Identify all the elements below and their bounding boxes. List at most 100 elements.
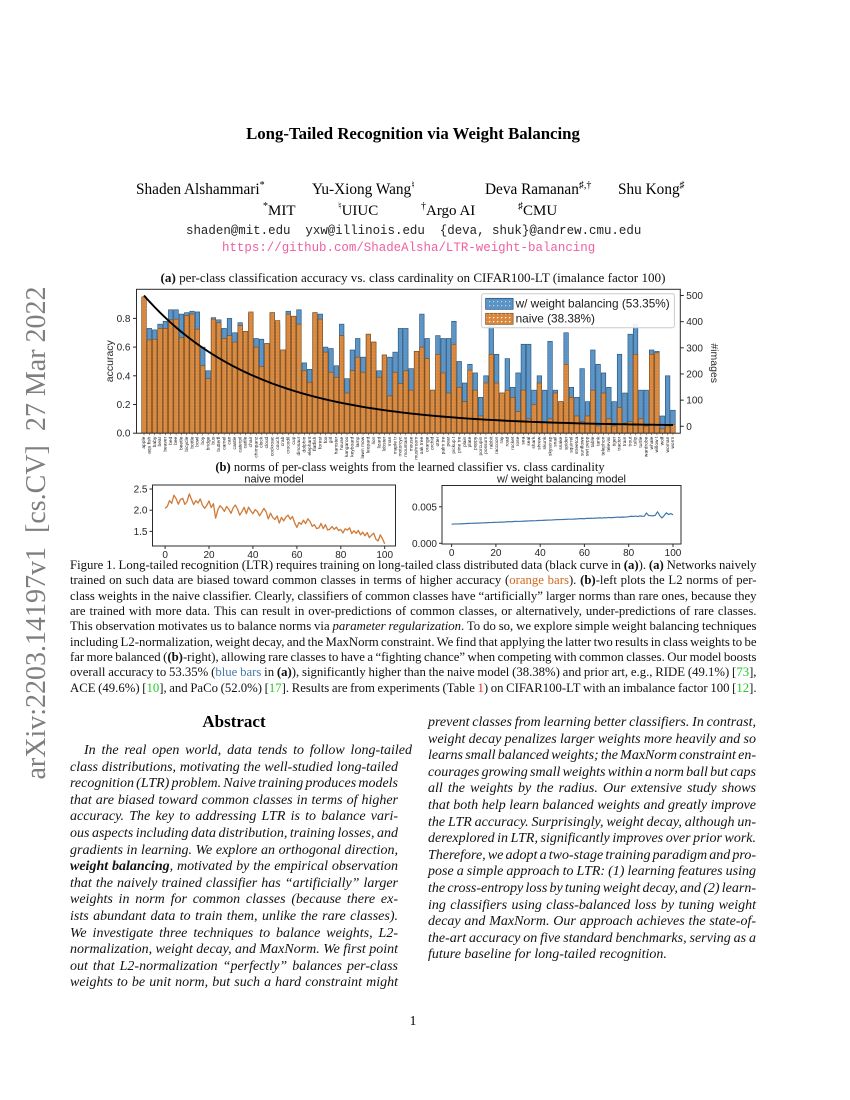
svg-text:rose: rose xyxy=(515,436,521,446)
svg-text:butterfl: butterfl xyxy=(216,437,222,452)
svg-text:accuracy: accuracy xyxy=(104,339,116,382)
svg-text:100: 100 xyxy=(686,396,703,407)
svg-text:tank: tank xyxy=(595,436,601,446)
svg-text:60: 60 xyxy=(579,548,591,559)
svg-text:bicycle: bicycle xyxy=(184,436,190,451)
svg-text:mushroom: mushroom xyxy=(414,437,420,460)
svg-text:0.4: 0.4 xyxy=(117,371,131,382)
svg-text:lizard: lizard xyxy=(376,436,382,448)
svg-text:bear: bear xyxy=(157,436,163,446)
svg-text:sunflowe: sunflowe xyxy=(579,436,585,456)
svg-text:telephon: telephon xyxy=(601,436,607,455)
svg-text:worm: worm xyxy=(670,437,676,449)
svg-text:lobster: lobster xyxy=(382,436,388,451)
svg-text:0.005: 0.005 xyxy=(412,502,437,513)
svg-text:w/ weight balancing (53.35%): w/ weight balancing (53.35%) xyxy=(515,296,670,310)
svg-text:mountain: mountain xyxy=(403,436,409,456)
svg-text:bottle: bottle xyxy=(189,436,195,448)
svg-text:beetle: beetle xyxy=(179,436,185,450)
svg-text:20: 20 xyxy=(490,548,502,559)
svg-text:kangaroo: kangaroo xyxy=(344,436,350,457)
svg-text:shark: shark xyxy=(531,436,537,449)
svg-text:road: road xyxy=(505,436,511,446)
svg-text:televisi: televisi xyxy=(606,437,612,452)
svg-text:maple tr: maple tr xyxy=(392,436,398,454)
svg-text:skunk: skunk xyxy=(542,436,548,449)
svg-text:cattle: cattle xyxy=(243,436,249,448)
svg-text:fox: fox xyxy=(323,436,329,443)
svg-text:forest: forest xyxy=(318,436,324,449)
svg-text:2.0: 2.0 xyxy=(134,506,148,517)
svg-text:otter: otter xyxy=(435,436,441,446)
svg-text:spider: spider xyxy=(563,436,569,450)
svg-text:man: man xyxy=(388,436,393,446)
svg-text:0: 0 xyxy=(162,550,168,561)
svg-text:lion: lion xyxy=(371,436,377,444)
svg-text:train: train xyxy=(622,436,628,446)
svg-text:mouse: mouse xyxy=(409,436,414,451)
svg-text:orchid: orchid xyxy=(430,436,436,450)
svg-text:naive model: naive model xyxy=(244,474,303,486)
svg-text:rocket: rocket xyxy=(510,436,516,450)
svg-text:poppy: poppy xyxy=(473,436,478,450)
svg-text:couch: couch xyxy=(275,436,281,449)
svg-text:snake: snake xyxy=(558,436,564,449)
svg-text:baby: baby xyxy=(152,436,158,447)
svg-text:100: 100 xyxy=(376,550,393,561)
svg-text:motorcyc: motorcyc xyxy=(398,436,404,456)
svg-text:cockroac: cockroac xyxy=(269,436,275,456)
svg-text:streetca: streetca xyxy=(574,436,580,454)
svg-text:house: house xyxy=(339,436,345,450)
svg-text:naive (38.38%): naive (38.38%) xyxy=(516,311,595,325)
svg-text:keyboard: keyboard xyxy=(350,436,356,456)
svg-text:0.0: 0.0 xyxy=(117,429,131,440)
svg-text:pear: pear xyxy=(446,436,452,446)
svg-text:apple: apple xyxy=(141,436,147,448)
svg-text:willow t: willow t xyxy=(654,436,660,452)
svg-text:raccoon: raccoon xyxy=(494,436,500,454)
svg-text:0: 0 xyxy=(686,422,692,433)
svg-text:lamp: lamp xyxy=(355,436,361,447)
svg-text:0.6: 0.6 xyxy=(117,343,131,354)
svg-text:turtle: turtle xyxy=(638,436,644,447)
svg-text:beaver: beaver xyxy=(163,436,169,451)
svg-text:bed: bed xyxy=(168,436,174,444)
svg-text:2.5: 2.5 xyxy=(134,485,148,496)
svg-text:boy: boy xyxy=(200,436,206,444)
svg-text:bee: bee xyxy=(173,436,179,444)
svg-text:pickup t: pickup t xyxy=(451,436,457,453)
svg-text:tiger: tiger xyxy=(611,436,617,446)
svg-text:oak tree: oak tree xyxy=(419,436,425,454)
svg-text:hamster: hamster xyxy=(334,436,340,454)
svg-text:seal: seal xyxy=(526,437,532,446)
svg-text:cloud: cloud xyxy=(264,436,270,448)
svg-text:skyscrap: skyscrap xyxy=(547,436,553,456)
svg-text:lawn mow: lawn mow xyxy=(360,436,366,458)
svg-text:0: 0 xyxy=(449,548,455,559)
svg-text:table: table xyxy=(590,436,596,447)
svg-text:0.2: 0.2 xyxy=(117,400,131,411)
svg-text:girl: girl xyxy=(328,437,334,444)
svg-text:palm tre: palm tre xyxy=(440,436,446,454)
svg-text:20: 20 xyxy=(203,550,215,561)
svg-text:300: 300 xyxy=(686,343,703,354)
svg-text:bowl: bowl xyxy=(195,437,201,447)
svg-text:castle: castle xyxy=(232,436,238,449)
svg-text:aqu fish: aqu fish xyxy=(147,436,153,453)
svg-text:w/ weight balancing model: w/ weight balancing model xyxy=(496,474,626,486)
svg-text:tulip: tulip xyxy=(633,436,639,445)
svg-text:cup: cup xyxy=(292,436,297,444)
svg-text:whale: whale xyxy=(649,436,655,449)
svg-text:possum: possum xyxy=(484,437,489,454)
svg-text:tractor: tractor xyxy=(617,436,623,450)
svg-text:0.000: 0.000 xyxy=(412,539,437,550)
svg-text:#images: #images xyxy=(708,343,720,383)
svg-text:rabbit: rabbit xyxy=(489,436,495,449)
svg-text:40: 40 xyxy=(535,548,547,559)
svg-text:wardrobe: wardrobe xyxy=(643,436,649,457)
svg-text:500: 500 xyxy=(686,291,703,302)
svg-text:80: 80 xyxy=(623,548,635,559)
svg-text:sea: sea xyxy=(522,436,527,444)
svg-text:bus: bus xyxy=(211,436,217,444)
svg-text:shrew: shrew xyxy=(537,436,543,450)
